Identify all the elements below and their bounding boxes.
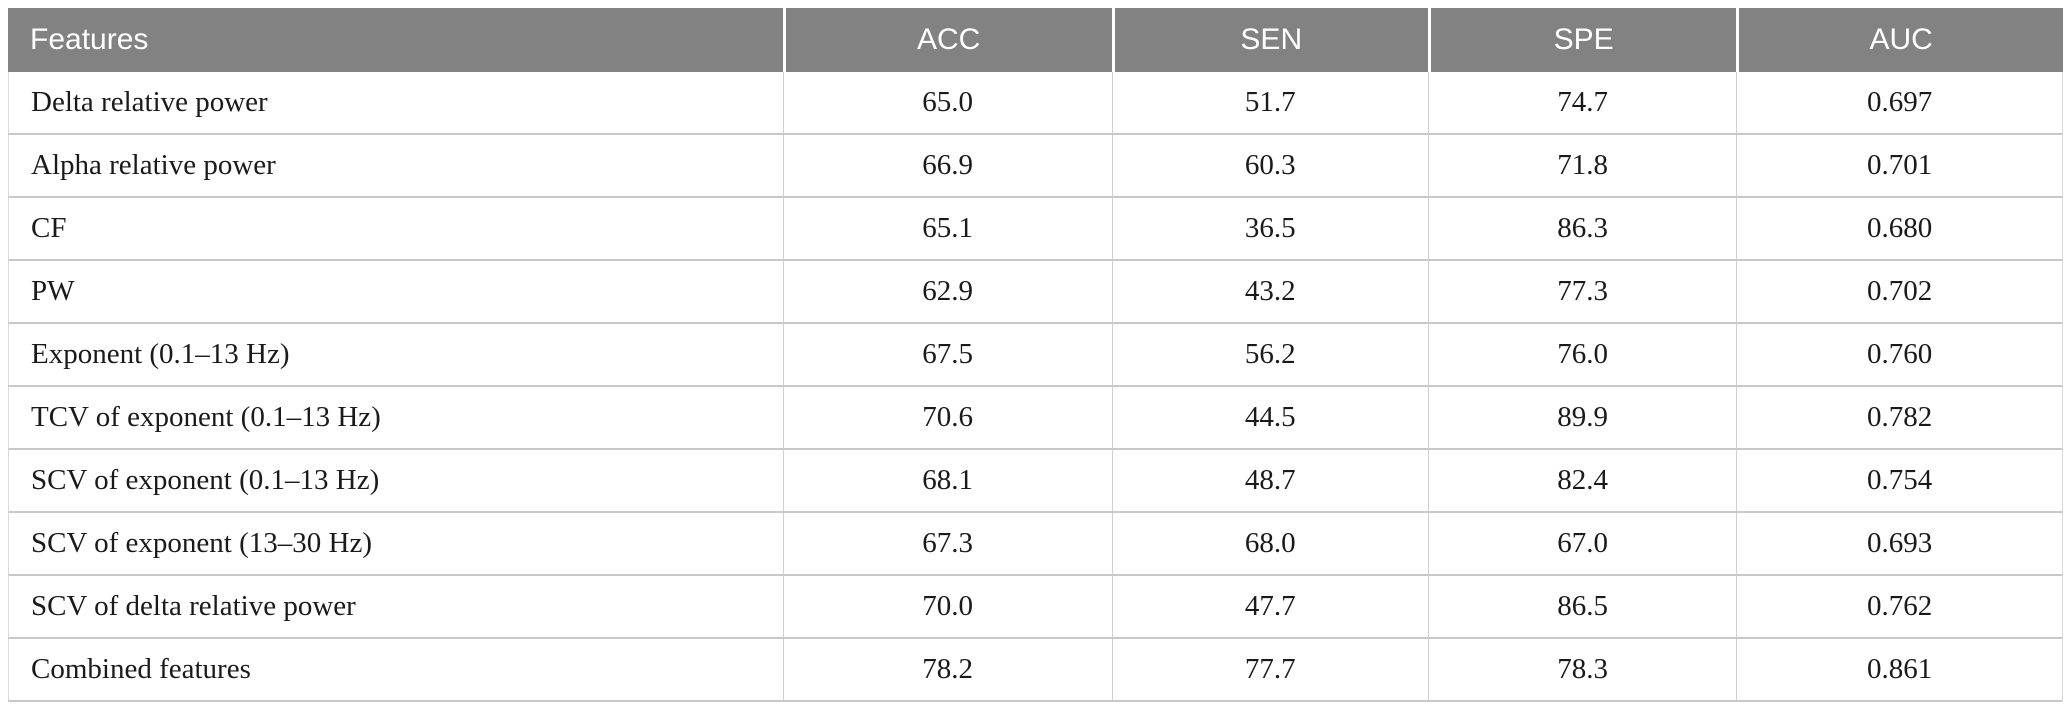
metric-value-cell: 0.754 <box>1736 450 2063 513</box>
feature-name-cell: Combined features <box>8 639 783 702</box>
column-header-sen: SEN <box>1111 8 1428 72</box>
metric-value-cell: 68.0 <box>1111 513 1428 576</box>
metric-value-cell: 48.7 <box>1111 450 1428 513</box>
metric-value-cell: 56.2 <box>1111 324 1428 387</box>
column-header-auc: AUC <box>1736 8 2063 72</box>
metric-value-cell: 77.7 <box>1111 639 1428 702</box>
feature-name-cell: Alpha relative power <box>8 135 783 198</box>
feature-name-cell: Delta relative power <box>8 72 783 135</box>
metric-value-cell: 70.0 <box>782 576 1112 639</box>
metric-value-cell: 77.3 <box>1428 261 1737 324</box>
table-row: SCV of exponent (13–30 Hz) 67.3 68.0 67.0 0.… <box>8 513 2063 576</box>
metric-value-cell: 43.2 <box>1111 261 1428 324</box>
table-row: CF 65.1 36.5 86.3 0.680 <box>8 198 2063 261</box>
metric-value-cell: 74.7 <box>1428 72 1737 135</box>
metric-value-cell: 86.3 <box>1428 198 1737 261</box>
metric-value-cell: 0.760 <box>1736 324 2063 387</box>
metric-value-cell: 82.4 <box>1428 450 1737 513</box>
metric-value-cell: 0.762 <box>1736 576 2063 639</box>
metric-value-cell: 71.8 <box>1428 135 1737 198</box>
metric-value-cell: 67.3 <box>782 513 1112 576</box>
metric-value-cell: 68.1 <box>782 450 1112 513</box>
metric-value-cell: 67.0 <box>1428 513 1737 576</box>
header-row: Features ACC SEN SPE AUC <box>8 8 2063 72</box>
classification-results-table: Features ACC SEN SPE AUC Delta relative powe… <box>8 8 2063 702</box>
metric-value-cell: 78.3 <box>1428 639 1737 702</box>
column-header-acc: ACC <box>782 8 1112 72</box>
metric-value-cell: 44.5 <box>1111 387 1428 450</box>
column-header-spe: SPE <box>1428 8 1737 72</box>
metric-value-cell: 62.9 <box>782 261 1112 324</box>
metric-value-cell: 0.680 <box>1736 198 2063 261</box>
table-row: Delta relative power 65.0 51.7 74.7 0.697 <box>8 72 2063 135</box>
metric-value-cell: 0.701 <box>1736 135 2063 198</box>
metric-value-cell: 60.3 <box>1111 135 1428 198</box>
table-row: TCV of exponent (0.1–13 Hz) 70.6 44.5 89.9 0… <box>8 387 2063 450</box>
metric-value-cell: 65.1 <box>782 198 1112 261</box>
table-row: SCV of exponent (0.1–13 Hz) 68.1 48.7 82.4 0… <box>8 450 2063 513</box>
metric-value-cell: 76.0 <box>1428 324 1737 387</box>
metric-value-cell: 0.697 <box>1736 72 2063 135</box>
metric-value-cell: 78.2 <box>782 639 1112 702</box>
metric-value-cell: 67.5 <box>782 324 1112 387</box>
feature-name-cell: PW <box>8 261 783 324</box>
feature-name-cell: SCV of exponent (13–30 Hz) <box>8 513 783 576</box>
feature-name-cell: SCV of delta relative power <box>8 576 783 639</box>
table-body: Delta relative power 65.0 51.7 74.7 0.697 Alp… <box>8 72 2063 702</box>
metric-value-cell: 36.5 <box>1111 198 1428 261</box>
feature-name-cell: Exponent (0.1–13 Hz) <box>8 324 783 387</box>
table-row: Exponent (0.1–13 Hz) 67.5 56.2 76.0 0.760 <box>8 324 2063 387</box>
feature-name-cell: CF <box>8 198 783 261</box>
metric-value-cell: 47.7 <box>1111 576 1428 639</box>
table-header: Features ACC SEN SPE AUC <box>8 8 2063 72</box>
table-row: Combined features 78.2 77.7 78.3 0.861 <box>8 639 2063 702</box>
column-header-features: Features <box>8 8 783 72</box>
table-row: Alpha relative power 66.9 60.3 71.8 0.701 <box>8 135 2063 198</box>
metric-value-cell: 89.9 <box>1428 387 1737 450</box>
results-table-container: Features ACC SEN SPE AUC Delta relative powe… <box>8 8 2063 702</box>
metric-value-cell: 0.693 <box>1736 513 2063 576</box>
feature-name-cell: SCV of exponent (0.1–13 Hz) <box>8 450 783 513</box>
table-row: PW 62.9 43.2 77.3 0.702 <box>8 261 2063 324</box>
table-row: SCV of delta relative power 70.0 47.7 86.5 0… <box>8 576 2063 639</box>
metric-value-cell: 0.702 <box>1736 261 2063 324</box>
metric-value-cell: 65.0 <box>782 72 1112 135</box>
metric-value-cell: 86.5 <box>1428 576 1737 639</box>
metric-value-cell: 0.782 <box>1736 387 2063 450</box>
metric-value-cell: 66.9 <box>782 135 1112 198</box>
metric-value-cell: 0.861 <box>1736 639 2063 702</box>
feature-name-cell: TCV of exponent (0.1–13 Hz) <box>8 387 783 450</box>
metric-value-cell: 51.7 <box>1111 72 1428 135</box>
metric-value-cell: 70.6 <box>782 387 1112 450</box>
